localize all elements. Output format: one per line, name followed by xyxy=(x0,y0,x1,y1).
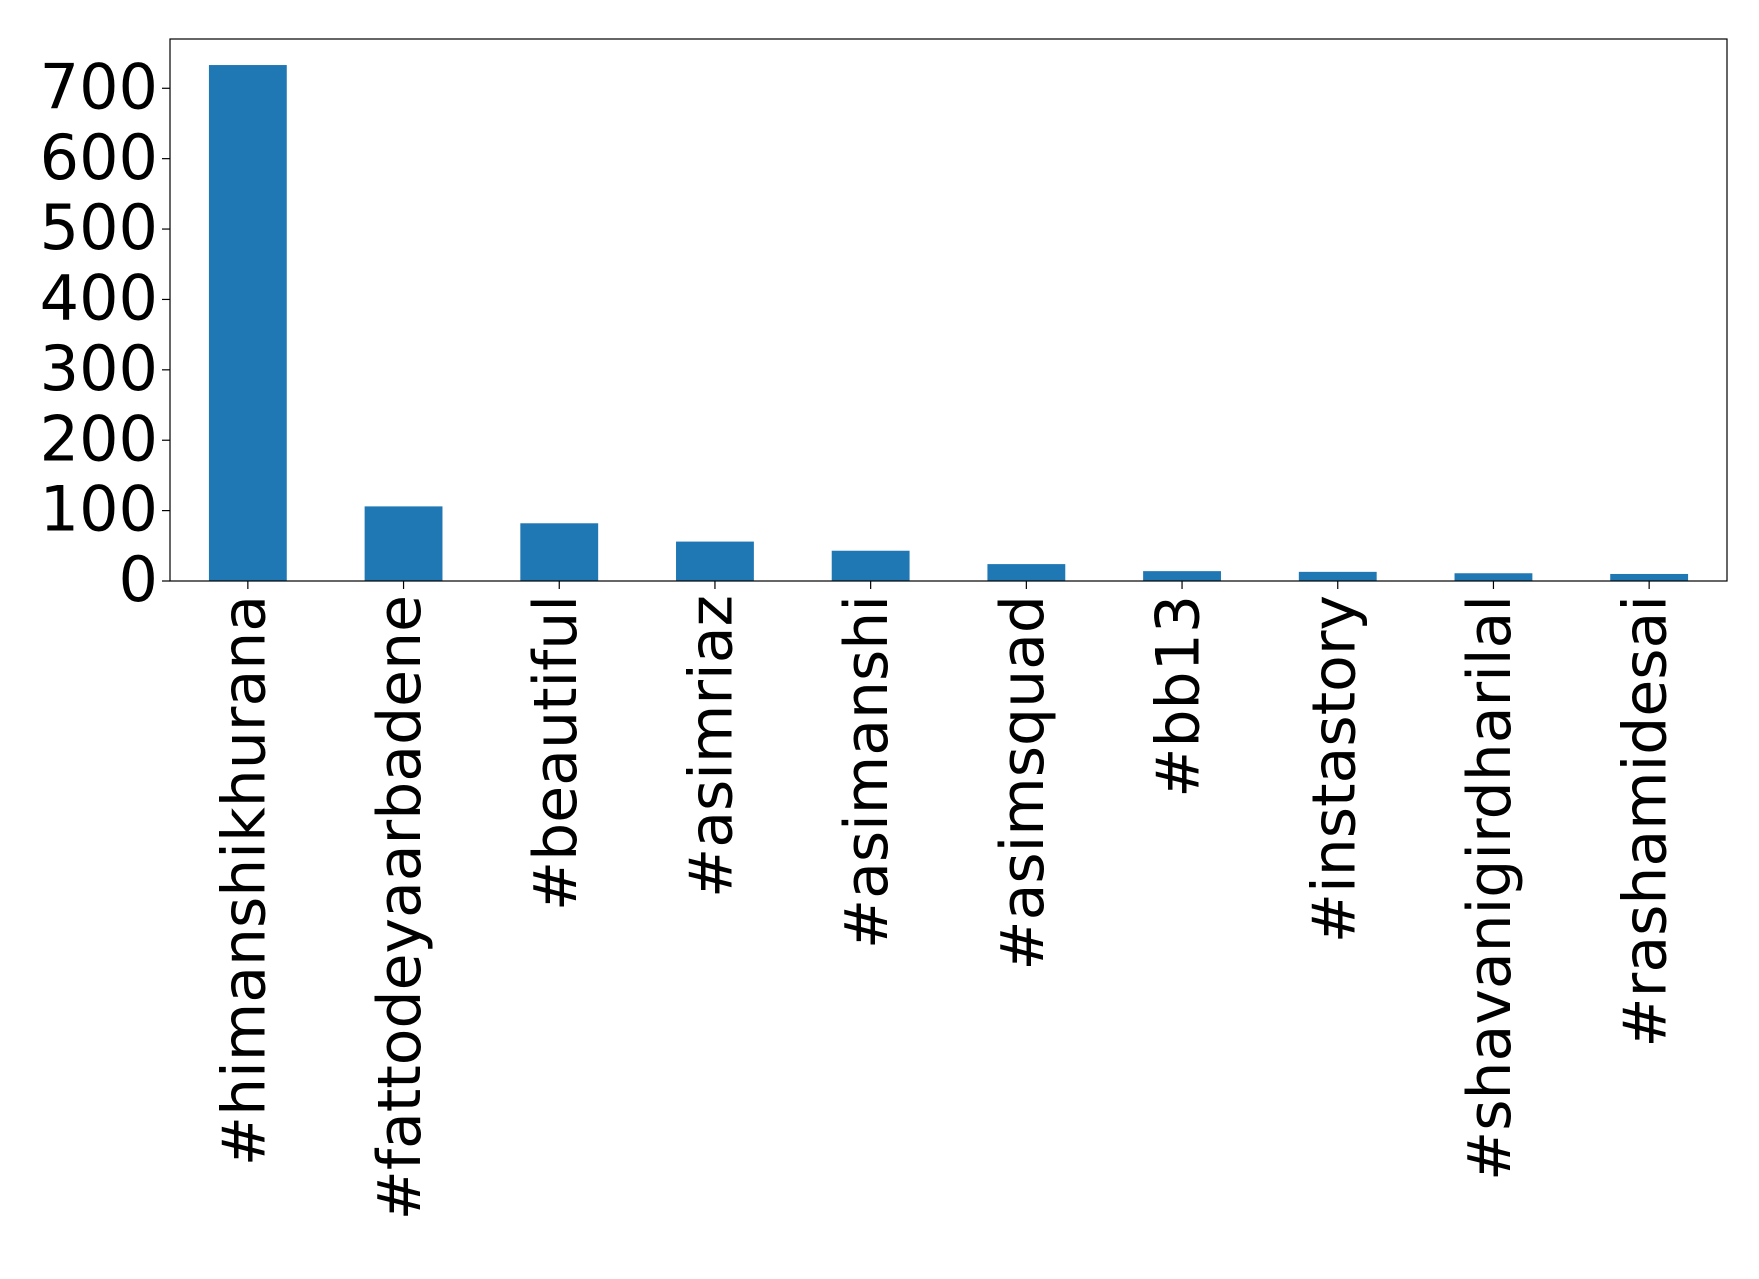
bar xyxy=(676,541,754,581)
bar xyxy=(1454,573,1533,581)
bar xyxy=(208,65,287,581)
bar xyxy=(1610,573,1689,581)
plot-frame xyxy=(169,38,1728,582)
x-tick-label: #asimsquad xyxy=(988,595,1058,971)
x-tick-label: #himanshikhurana xyxy=(209,595,279,1166)
x-tick-label: #asimriaz xyxy=(677,595,747,898)
y-tick-label: 100 xyxy=(40,473,158,546)
x-tick-label: #shavanigirdharilal xyxy=(1455,595,1525,1181)
y-tick-label: 300 xyxy=(40,332,158,405)
x-tick-label: #rashamidesai xyxy=(1611,595,1681,1048)
y-tick-label: 500 xyxy=(40,191,158,264)
y-tick-label: 700 xyxy=(40,50,158,123)
x-tick-label: #instastory xyxy=(1299,595,1369,943)
bar xyxy=(1143,571,1221,581)
y-tick-label: 400 xyxy=(40,262,158,335)
bar xyxy=(987,564,1066,581)
bar xyxy=(831,550,910,581)
bar xyxy=(364,506,443,581)
y-tick-label: 600 xyxy=(40,121,158,194)
x-tick-label: #beautiful xyxy=(521,595,591,911)
bar xyxy=(1298,571,1377,581)
y-tick-label: 200 xyxy=(40,402,158,475)
bar xyxy=(520,523,599,581)
x-tick-label: #bb13 xyxy=(1144,595,1214,798)
y-tick-label: 0 xyxy=(119,543,158,616)
x-tick-label: #asimanshi xyxy=(832,595,902,949)
x-tick-label: #fattodeyaarbadene xyxy=(365,595,435,1220)
